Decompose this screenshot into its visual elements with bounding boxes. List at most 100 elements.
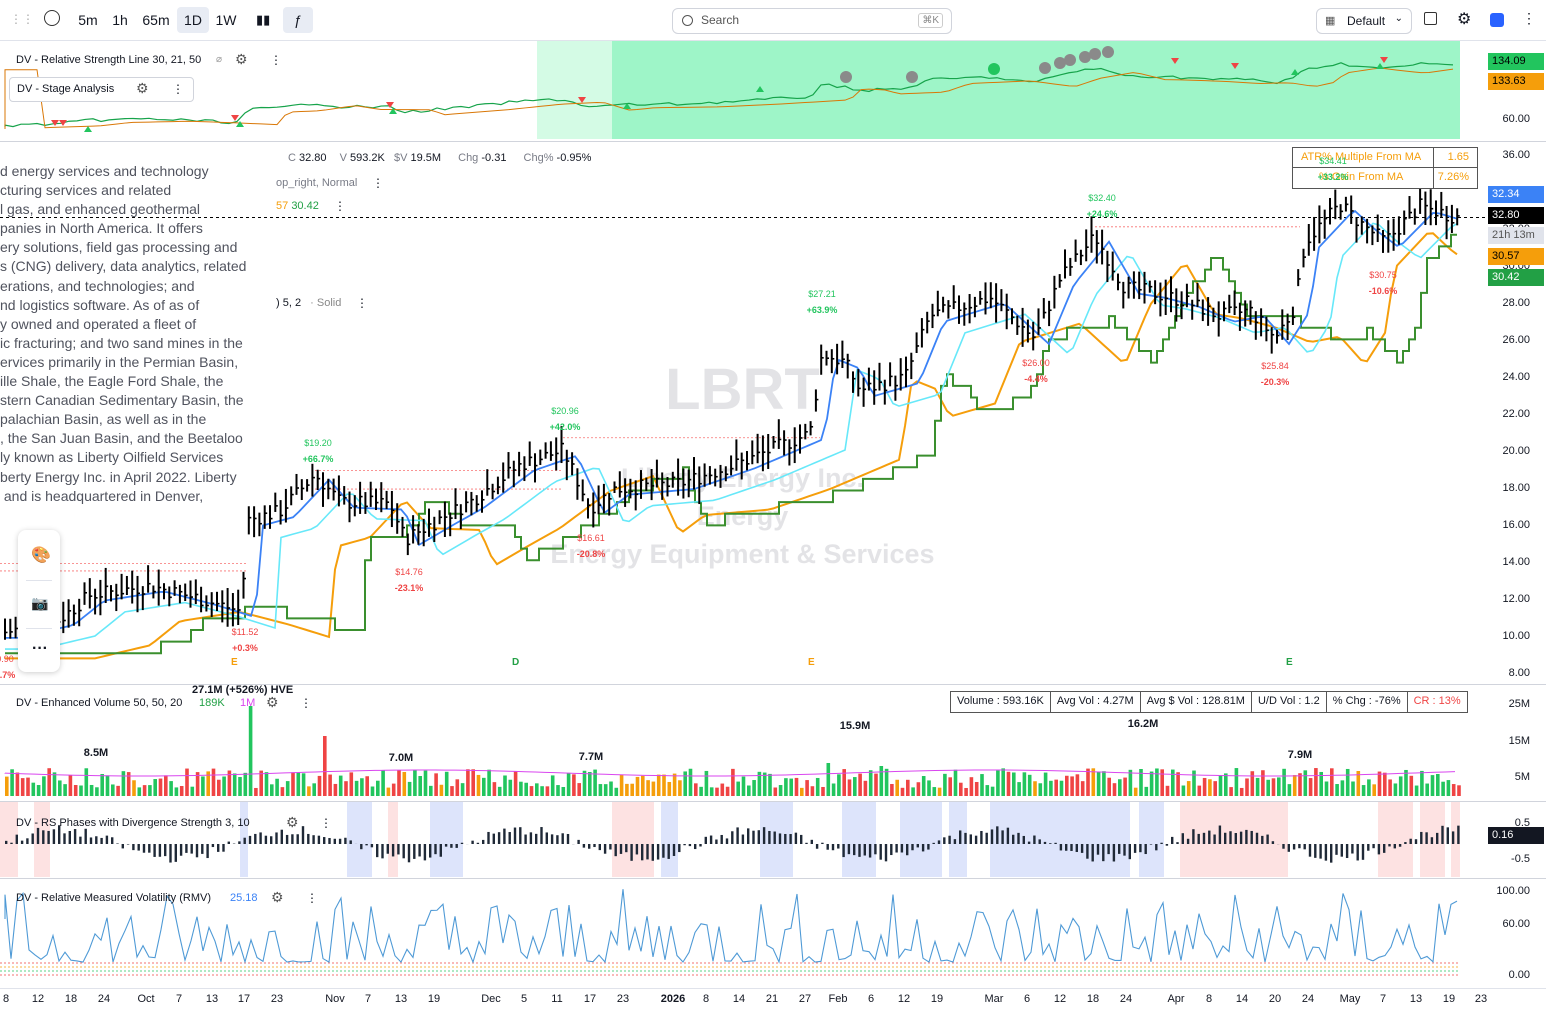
volume-bar [53,772,57,796]
phase-bar [74,829,76,844]
search-input[interactable]: Search [701,13,739,27]
volume-bar [1309,778,1313,796]
phase-bar [699,844,701,846]
volume-bar [37,785,41,796]
more-icon[interactable]: ⋮ [172,82,184,96]
more-icon[interactable]: ⋮ [1522,10,1536,27]
volume-bar [26,778,30,796]
volume-bar [1410,776,1414,796]
more-horizontal-icon[interactable]: ··· [32,640,48,658]
phase-bar [5,841,7,844]
volume-bar [816,778,820,796]
pivot-price-label: 0.90 [0,654,30,664]
phase-bar [1261,836,1263,844]
volume-bar [1425,784,1429,796]
more-icon[interactable]: ⋮ [270,53,282,67]
volume-bar [1213,781,1217,796]
calendar-icon[interactable] [1424,12,1437,25]
volume-bar [1420,771,1424,796]
volume-bar [85,768,89,796]
volume-bar [466,769,470,796]
time-axis-label: Mar [985,993,1004,1005]
interval-1h[interactable]: 1h [106,7,134,33]
volume-bar [752,780,756,796]
legend-partial-1: op_right, Normal [276,177,357,189]
gear-icon[interactable]: ⚙ [266,694,279,711]
stage-analysis-legend[interactable]: DV - Stage Analysis ⚙ ⋮ [9,77,194,102]
drag-handle-icon[interactable]: ⋮⋮ [10,12,34,26]
more-icon[interactable]: ⋮ [320,816,332,830]
hve-label: 27.1M (+526%) HVE [192,684,293,696]
interval-65m[interactable]: 65m [138,7,174,33]
volume-bar [1182,786,1186,796]
phase-bar [148,844,150,853]
volume-bar [180,786,184,796]
gear-icon[interactable]: ⚙ [286,814,299,831]
gear-icon[interactable]: ⚙ [271,889,284,906]
gear-icon[interactable]: ⚙ [136,80,149,97]
phase-bar [1097,844,1099,855]
volume-bar [376,781,380,796]
gear-icon[interactable]: ⚙ [1457,9,1471,29]
volume-bar [1054,780,1058,796]
phase-bar [848,844,850,854]
indicators-icon[interactable]: ƒ [283,7,313,33]
volume-bar [1378,772,1382,796]
phase-bar [933,843,935,844]
legend-partial-2: 57 30.42 [276,200,319,212]
clock-icon[interactable] [44,10,60,26]
pivot-pct-label: +24.6% [1077,209,1127,219]
more-icon[interactable]: ⋮ [300,696,312,710]
more-icon[interactable]: ⋮ [334,199,346,213]
chart-type-bars-icon[interactable]: ▮▮ [256,12,270,28]
camera-icon[interactable]: 📷 [31,595,48,612]
phase-bar [1076,844,1078,852]
volume-bar [344,781,348,796]
volume-bar [418,776,422,796]
more-icon[interactable]: ⋮ [372,176,384,190]
time-axis-label: 11 [551,993,562,1005]
phase-bar [583,844,585,848]
volume-bar [768,774,772,796]
phase-bar [127,844,129,845]
palette-icon[interactable]: 🎨 [31,545,51,565]
search-box[interactable]: Search ⌘K [672,8,952,34]
interval-1d[interactable]: 1D [177,7,209,33]
volume-bar [132,780,136,796]
volume-bar [323,736,327,796]
phase-bar [1367,844,1369,851]
volume-bar [498,787,502,796]
phase-bar [1213,835,1215,844]
rs-new-high-dot [1089,48,1101,60]
phase-bar [334,839,336,844]
ohlc-legend: C 32.80 V 593.2K $V 19.5M Chg -0.31 Chg%… [288,152,591,164]
volume-bar [615,788,619,796]
phase-bar [975,836,977,844]
phase-bar [927,844,929,850]
volume-bar [503,775,507,796]
phase-bar [185,844,187,853]
layout-selector[interactable]: ▦ Default ⌄ [1316,8,1412,34]
phase-bar [360,844,362,849]
phase-bar [482,840,484,844]
color-swatch-icon[interactable] [1490,13,1504,27]
search-icon [682,15,693,26]
volume-bar [1102,771,1106,796]
interval-5m[interactable]: 5m [72,7,104,33]
interval-1w[interactable]: 1W [212,7,240,33]
volume-bar [620,775,624,796]
gear-icon[interactable]: ⚙ [235,51,248,68]
more-icon[interactable]: ⋮ [306,891,318,905]
description-line: berty Energy Inc. in April 2022. Liberty [0,468,270,487]
phase-bar [519,827,521,844]
more-icon[interactable]: ⋮ [356,296,368,310]
volume-bar [853,777,857,796]
phase-bar [1341,844,1343,857]
volume-bar [1145,787,1149,796]
volume-bar [1452,784,1456,796]
visibility-icon[interactable]: ⌀ [216,54,222,65]
phase-bar [1293,844,1295,849]
rs-new-high-dot [906,71,918,83]
phase-bar [116,843,118,844]
